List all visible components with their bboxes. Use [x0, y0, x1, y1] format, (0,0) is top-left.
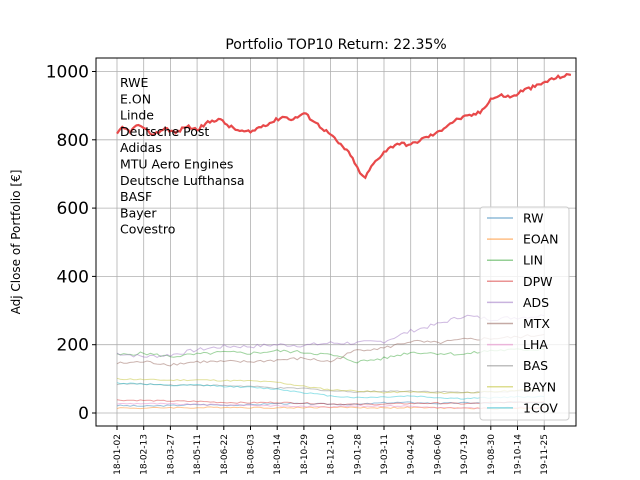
x-tick-label: 19-04-24 [407, 434, 417, 475]
x-tick-label: 19-11-25 [540, 434, 550, 475]
legend-label: BAYN [523, 379, 556, 394]
annotation-line: Covestro [120, 222, 175, 237]
annotation-line: Linde [120, 108, 154, 123]
legend-label: BAS [523, 358, 548, 373]
portfolio-line-path [116, 73, 572, 180]
legend-label: 1COV [523, 400, 558, 415]
y-tick-label: 1000 [46, 63, 89, 83]
x-tick-label: 19-06-06 [433, 434, 443, 475]
legend-label: RW [523, 211, 544, 226]
x-tick-label: 18-08-03 [247, 434, 257, 475]
series-line-rw [116, 401, 545, 407]
annotation-line: Deutsche Post [120, 124, 209, 139]
x-tick-label: 18-03-27 [166, 434, 176, 475]
y-tick-label: 600 [57, 199, 89, 219]
series-line-ads [116, 314, 545, 358]
series-line-dpw [116, 399, 545, 406]
series-line-lin [116, 348, 545, 364]
annotation-line: Deutsche Lufthansa [120, 173, 245, 188]
x-tick-label: 19-10-14 [514, 434, 524, 475]
legend-label: LIN [523, 253, 543, 268]
y-tick-label: 0 [78, 404, 89, 424]
series-line-mtx [116, 334, 545, 367]
x-tick-label: 18-06-22 [220, 434, 230, 475]
legend-label: DPW [523, 274, 553, 289]
x-tick-label: 18-12-10 [327, 434, 337, 475]
annotation-line: BASF [120, 189, 152, 204]
series-line-1cov [116, 382, 545, 400]
series-line-bayn [116, 377, 545, 395]
series-line-bas [116, 382, 545, 394]
annotation-line: RWE [120, 75, 149, 90]
y-tick-label: 400 [57, 267, 89, 287]
series-lines [116, 314, 545, 410]
legend-label: MTX [523, 316, 550, 331]
portfolio-line [116, 73, 572, 180]
y-tick-label: 800 [57, 131, 89, 151]
x-tick-label: 19-01-28 [353, 434, 363, 475]
legend-label: LHA [523, 337, 548, 352]
y-axis: 0 200 400 600 800 1000 [46, 63, 96, 424]
x-tick-label: 19-03-11 [380, 434, 390, 475]
annotation-line: Adidas [120, 140, 162, 155]
x-axis: 18-01-02 18-02-13 18-03-27 18-05-11 18-06-22… [113, 426, 550, 475]
x-tick-label: 18-09-14 [273, 434, 283, 475]
x-tick-label: 18-01-02 [113, 434, 123, 475]
annotation-line: MTU Aero Engines [120, 157, 233, 172]
x-tick-label: 18-02-13 [140, 434, 150, 475]
legend: RW EOAN LIN DPW ADS MTX LHA BAS BAYN 1COV [479, 206, 570, 421]
legend-label: ADS [523, 295, 549, 310]
annotation-line: E.ON [120, 91, 151, 106]
plot-frame [95, 57, 577, 427]
legend-label: EOAN [523, 232, 558, 247]
x-tick-label: 18-05-11 [193, 434, 203, 475]
y-axis-label: Adj Close of Portfolio [€] [9, 170, 23, 315]
annotation-line: Bayer [120, 205, 157, 220]
x-tick-label: 19-08-30 [487, 434, 497, 475]
series-line-lha [116, 402, 545, 410]
chart-title: Portfolio TOP10 Return: 22.35% [225, 37, 446, 53]
x-tick-label: 18-10-29 [300, 434, 310, 475]
series-line-eoan [116, 406, 545, 410]
y-tick-label: 200 [57, 336, 89, 356]
x-tick-label: 19-07-19 [460, 434, 470, 475]
